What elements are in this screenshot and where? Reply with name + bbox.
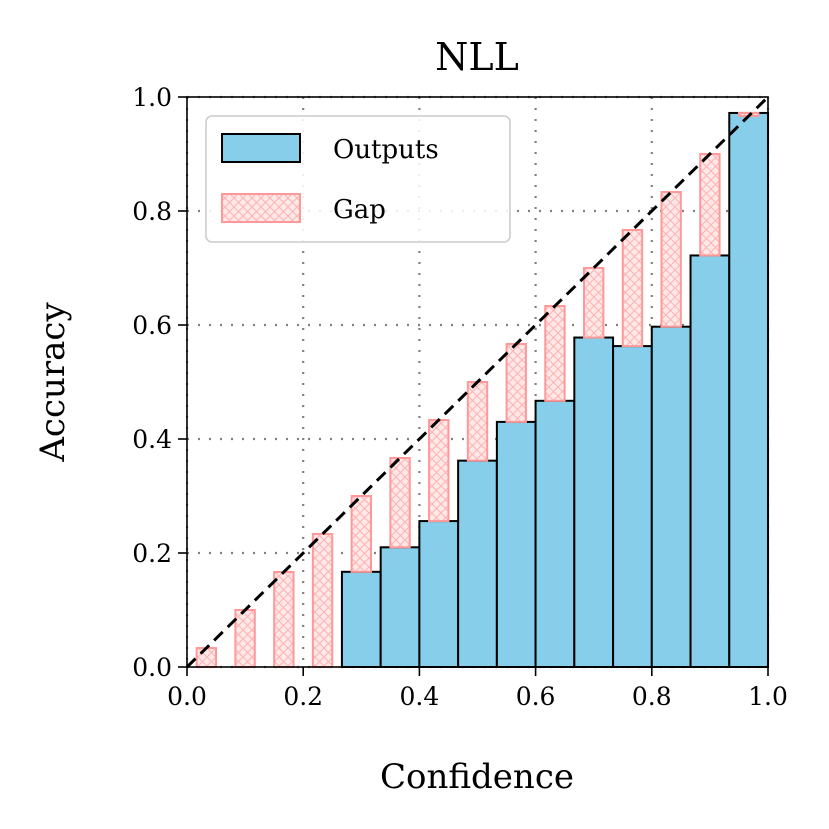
y-tick-label-0: 0.0: [132, 653, 172, 682]
x-tick-label-4: 0.8: [632, 682, 672, 711]
outputs-bar-12: [650, 325, 692, 668]
outputs-bar-14: [728, 111, 770, 668]
x-axis-label: Confidence: [380, 757, 574, 797]
outputs-bar-10: [573, 336, 615, 668]
outputs-bar-9: [534, 399, 576, 668]
gap-bar-9: [544, 305, 566, 402]
gap-bar-7: [466, 381, 489, 462]
y-tick-label-2: 0.4: [132, 425, 172, 454]
legend: Outputs Gap: [205, 115, 511, 243]
legend-gap-swatch: [221, 193, 301, 223]
outputs-bar-8: [495, 420, 537, 668]
x-tick-label-3: 0.6: [516, 682, 556, 711]
y-tick-label-1: 0.2: [132, 539, 172, 568]
gap-bar-10: [583, 267, 605, 339]
outputs-bar-4: [340, 570, 382, 668]
gap-bar-11: [621, 228, 644, 348]
gap-bar-13: [699, 153, 721, 257]
x-tick-label-2: 0.4: [400, 682, 440, 711]
outputs-bar-6: [418, 520, 460, 669]
x-tick-label-0: 0.0: [167, 682, 207, 711]
x-axis-ticks: 0.0 0.2 0.4 0.6 0.8 1.0: [167, 667, 788, 711]
plot-frame: [186, 96, 769, 668]
legend-gap-label: Gap: [333, 195, 386, 225]
outputs-bar-7: [457, 459, 498, 668]
y-axis-label: Accuracy: [33, 302, 73, 463]
outputs-bar-5: [379, 546, 421, 668]
gap-bar-5: [389, 456, 411, 549]
outputs-bars: [340, 111, 770, 669]
legend-outputs-swatch: [221, 133, 301, 163]
gap-bar-8: [505, 342, 527, 423]
x-tick-label-1: 0.2: [283, 682, 323, 711]
y-tick-label-3: 0.6: [132, 311, 172, 340]
outputs-bar-11: [612, 345, 653, 668]
y-tick-label-4: 0.8: [132, 197, 172, 226]
reference-diagonal-line: [185, 95, 770, 669]
y-axis-ticks: 0.0 0.2 0.4 0.6 0.8 1.0: [132, 83, 187, 682]
outputs-bar-13: [689, 254, 731, 669]
chart-title: NLL: [435, 35, 519, 79]
gap-bar-1: [234, 609, 256, 668]
gap-bar-4: [350, 495, 372, 573]
gap-bar-12: [660, 191, 682, 328]
y-tick-label-5: 1.0: [132, 83, 172, 112]
gap-bar-0: [195, 647, 218, 668]
gap-bar-2: [273, 570, 295, 669]
legend-outputs-label: Outputs: [333, 135, 439, 165]
x-tick-label-5: 1.0: [748, 682, 788, 711]
gap-bar-6: [428, 419, 450, 523]
gap-bar-3: [311, 533, 334, 668]
